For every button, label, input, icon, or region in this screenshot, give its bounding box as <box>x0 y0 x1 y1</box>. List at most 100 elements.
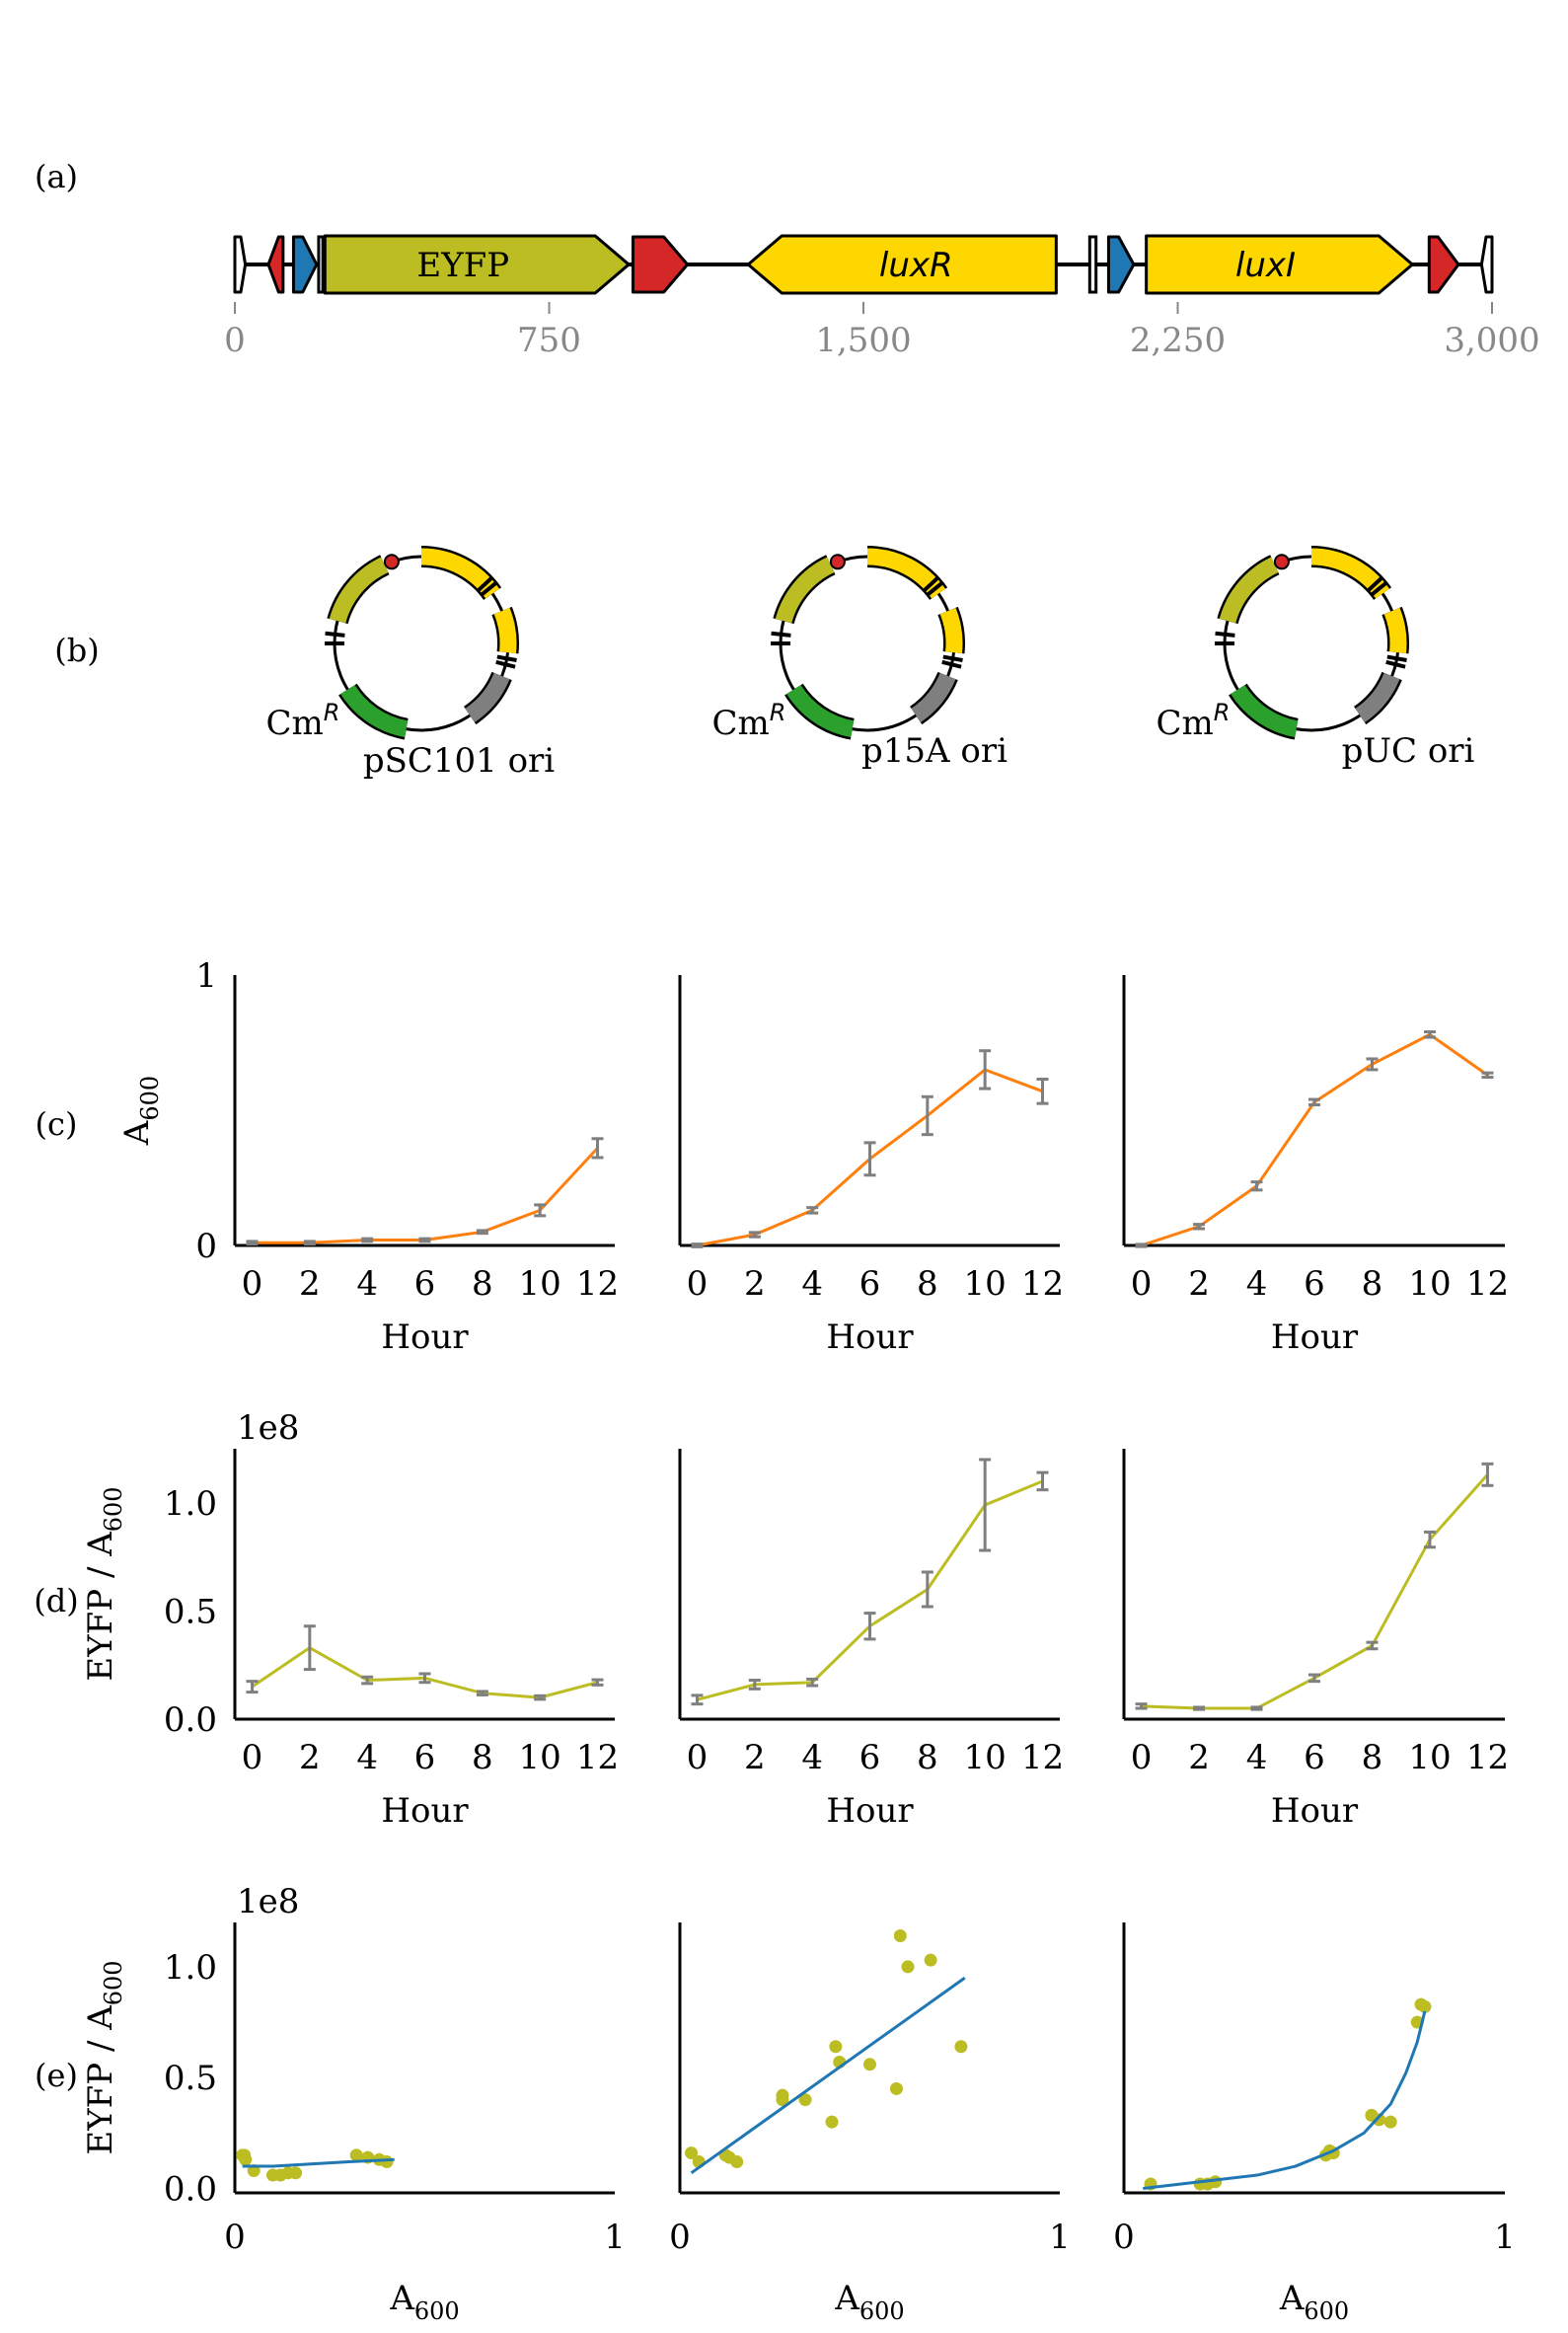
plasmid-marker-label-1: CmR <box>712 699 786 743</box>
x-tick-label: 8 <box>917 1264 938 1304</box>
plasmid-marker-label-2: CmR <box>1157 699 1231 743</box>
plasmid-part-tick <box>325 631 345 638</box>
data-point <box>893 1928 907 1942</box>
plasmid-luxi-1 <box>866 548 946 599</box>
x-tick-label: 4 <box>801 1264 823 1304</box>
x-axis-label: Hour <box>1271 1317 1359 1357</box>
plasmid-marker-text: Cm <box>712 704 770 743</box>
fit-line <box>1143 2010 1427 2190</box>
x-tick-label: 0 <box>669 2218 691 2257</box>
x-tick-label: 10 <box>964 1738 1007 1777</box>
plasmid-ori-label-0: pSC101 ori <box>363 741 555 781</box>
construct-axis-tick-label: 0 <box>224 321 246 360</box>
data-point <box>349 2148 363 2162</box>
plasmid-part-tick <box>1386 654 1407 662</box>
data-point <box>863 2058 876 2071</box>
x-tick-label: 6 <box>414 1264 436 1304</box>
x-axis-label-subscript: 600 <box>414 2297 460 2325</box>
data-point <box>289 2166 303 2180</box>
plasmid-ori-label-2: pUC ori <box>1342 731 1475 771</box>
y-tick-label: 0.0 <box>164 2170 217 2210</box>
eyfp-part-4 <box>323 234 631 295</box>
lux-part-9 <box>1145 234 1414 295</box>
y-axis-label-subscript: 600 <box>100 1486 127 1532</box>
plasmid-part-tick <box>942 654 963 662</box>
y-axis-label: A600 <box>117 1076 164 1146</box>
x-tick-label: 4 <box>1246 1738 1268 1777</box>
plasmid-cmr-1 <box>786 684 855 738</box>
x-tick-label: 0 <box>687 1738 709 1777</box>
x-tick-label: 2 <box>744 1264 766 1304</box>
y-tick-label: 1 <box>195 956 217 996</box>
plasmid-part-tick <box>495 659 516 669</box>
x-tick-label: 4 <box>356 1264 378 1304</box>
y-tick-label: 1.0 <box>164 1948 217 1988</box>
x-axis-label: A600 <box>1279 2279 1349 2325</box>
x-tick-label: 12 <box>1466 1738 1509 1777</box>
x-tick-label: 2 <box>299 1264 321 1304</box>
plasmid-part-tick <box>1215 631 1235 638</box>
plasmid-cmr-2 <box>1231 684 1299 738</box>
end-part-0 <box>233 235 248 294</box>
x-tick-label: 10 <box>1408 1264 1451 1304</box>
x-tick-label: 0 <box>687 1264 709 1304</box>
x-tick-label: 8 <box>472 1738 493 1777</box>
construct-axis-tick-label: 2,250 <box>1130 321 1226 360</box>
plasmid-terminator-1 <box>829 554 846 570</box>
x-tick-label: 8 <box>1362 1738 1383 1777</box>
chart-d-0: 0.0 0.5 1.0 1e8 EYFP / A600 0 2 4 6 8 10 12 Hour <box>81 1408 619 1831</box>
data-point <box>1418 1999 1432 2013</box>
x-axis-label: Hour <box>381 1317 469 1357</box>
plasmid-part-tick <box>771 631 791 638</box>
x-axis-label-subscript: 600 <box>859 2297 905 2325</box>
plasmid-ori-label-1: p15A ori <box>861 731 1008 771</box>
plasmid-ori-0 <box>465 672 510 723</box>
y-multiplier-label: 1e8 <box>237 1408 299 1448</box>
promoter-part-2 <box>291 235 319 294</box>
construct-axis-tick-label: 750 <box>517 321 581 360</box>
x-tick-label: 12 <box>1466 1264 1509 1304</box>
x-tick-label: 2 <box>744 1738 766 1777</box>
x-tick-label: 1 <box>1494 2218 1516 2257</box>
x-tick-label: 8 <box>472 1264 493 1304</box>
data-point <box>829 2040 843 2054</box>
plasmid-luxi-2 <box>1310 548 1390 599</box>
plasmid-marker-superscript: R <box>1214 699 1231 726</box>
promoter-part-8 <box>1106 235 1136 294</box>
x-axis-label-subscript: 600 <box>1304 2297 1349 2325</box>
plasmid-ori-2 <box>1355 672 1400 723</box>
x-tick-label: 6 <box>1304 1264 1325 1304</box>
plasmid-marker-superscript: R <box>324 699 340 726</box>
plasmid-eyfp-0 <box>329 557 389 624</box>
y-axis-label: EYFP / A600 <box>81 1486 127 1681</box>
x-tick-label: 10 <box>1408 1738 1451 1777</box>
plasmid-eyfp-1 <box>775 557 835 624</box>
y-axis-label-main: EYFP / A <box>81 2005 120 2155</box>
x-tick-label: 6 <box>414 1738 436 1777</box>
y-tick-label: 0.0 <box>164 1700 217 1740</box>
panel-label-e: (e) <box>35 2057 78 2094</box>
series-line <box>252 1147 599 1244</box>
plasmid-part-tick <box>941 659 962 669</box>
construct-label-eyfp: EYFP <box>416 246 509 285</box>
construct-label-luxr: luxR <box>879 246 953 285</box>
y-axis-label-main: A <box>117 1120 157 1146</box>
x-tick-label: 0 <box>1131 1738 1153 1777</box>
plasmid-part-tick <box>496 654 517 662</box>
y-multiplier-label: 1e8 <box>237 1882 299 1921</box>
x-tick-label: 12 <box>1021 1264 1064 1304</box>
x-axis-label: Hour <box>1271 1791 1359 1831</box>
rbs-part-3 <box>317 235 325 294</box>
data-point <box>380 2155 394 2169</box>
data-point <box>1383 2115 1397 2129</box>
x-axis-label: Hour <box>826 1791 914 1831</box>
genetic-construct-map: EYFP luxR luxI 0 750 1,500 2,250 3,000 <box>224 234 1540 360</box>
y-axis-label-subscript: 600 <box>100 1960 127 2005</box>
series-line <box>697 1479 1044 1701</box>
x-tick-label: 0 <box>242 1738 263 1777</box>
plasmid-part-tick <box>1366 575 1384 593</box>
x-axis-label-main: A <box>389 2279 414 2318</box>
